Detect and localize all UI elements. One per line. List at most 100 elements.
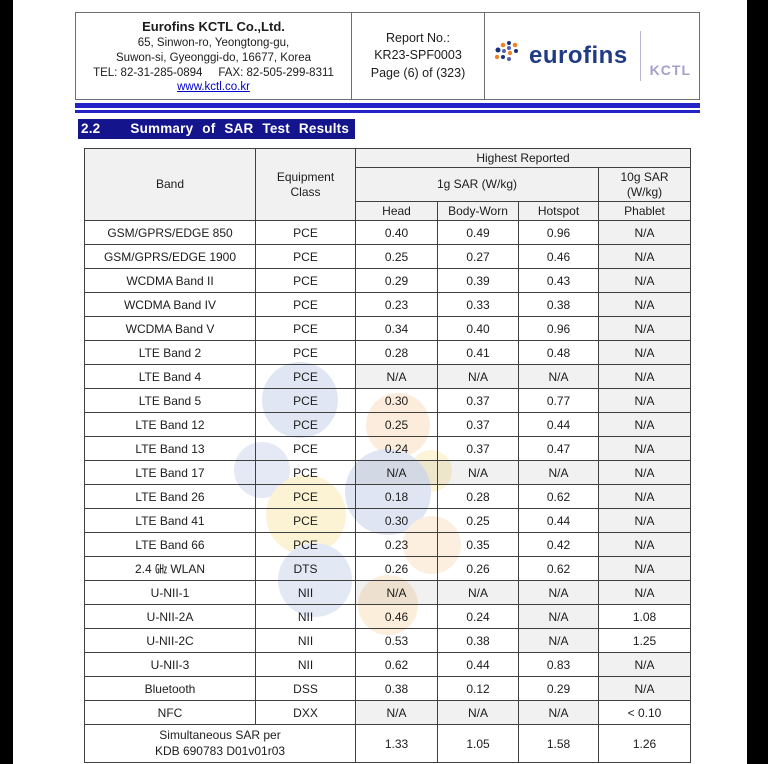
equipment-class-cell: PCE [255,460,356,485]
equipment-class-cell: DSS [255,676,356,701]
phablet-cell: N/A [597,364,692,389]
equipment-class-cell: PCE [255,436,356,461]
hotspot-cell: 0.62 [518,556,599,581]
simultaneous-sar-row: Simultaneous SAR per KDB 690783 D01v01r03… [84,724,692,763]
phablet-cell: 1.08 [597,604,692,629]
phablet-cell: N/A [597,388,692,413]
company-address-line1: 65, Sinwon-ro, Yeongtong-gu, [137,36,290,49]
band-cell: 2.4 ㎓ WLAN [84,556,256,581]
equipment-class-cell: NII [255,652,356,677]
hotspot-cell: 0.62 [518,484,599,509]
head-cell: 0.40 [355,220,438,245]
body-worn-cell: N/A [437,460,519,485]
table-row: 2.4 ㎓ WLAN DTS 0.26 0.26 0.62 N/A [84,556,692,581]
report-number-cell: Report No.: KR23-SPF0003 Page (6) of (32… [351,13,484,99]
col-header-10g-sar: 10g SAR (W/kg) [597,167,692,202]
hotspot-cell: 0.42 [518,532,599,557]
band-cell: LTE Band 26 [84,484,256,509]
equipment-class-cell: NII [255,604,356,629]
band-cell: LTE Band 17 [84,460,256,485]
phablet-cell: N/A [597,412,692,437]
equipment-class-cell: PCE [255,388,356,413]
phablet-cell: N/A [597,244,692,269]
equipment-class-cell: PCE [255,340,356,365]
hotspot-cell: 0.44 [518,508,599,533]
band-cell: WCDMA Band IV [84,292,256,317]
body-worn-cell: N/A [437,580,519,605]
head-cell: 0.46 [355,604,438,629]
head-cell: N/A [355,580,438,605]
table-row: WCDMA Band V PCE 0.34 0.40 0.96 N/A [84,316,692,341]
head-cell: 0.38 [355,676,438,701]
col-header-equipment-class: Equipment Class [255,148,356,221]
col-header-phablet: Phablet [597,201,692,221]
body-worn-cell: 0.44 [437,652,519,677]
table-row: GSM/GPRS/EDGE 1900 PCE 0.25 0.27 0.46 N/A [84,244,692,269]
phablet-cell: N/A [597,556,692,581]
header-rule [75,103,700,113]
head-cell: 0.18 [355,484,438,509]
head-cell: 0.53 [355,628,438,653]
phablet-cell: 1.25 [597,628,692,653]
hotspot-cell: 0.96 [518,316,599,341]
col-header-highest-reported: Highest Reported [354,148,692,168]
band-cell: LTE Band 12 [84,412,256,437]
brand-wordmark: eurofins [528,42,628,69]
equipment-class-cell: DXX [255,700,356,725]
band-cell: GSM/GPRS/EDGE 850 [84,220,256,245]
body-worn-cell: 0.37 [437,436,519,461]
scan-edge-left [0,0,13,764]
phablet-cell: N/A [597,532,692,557]
band-cell: U-NII-1 [84,580,256,605]
hotspot-cell: N/A [518,628,599,653]
band-cell: LTE Band 5 [84,388,256,413]
body-worn-cell: N/A [437,364,519,389]
equipment-class-cell: PCE [255,220,356,245]
phablet-cell: N/A [597,316,692,341]
table-row: LTE Band 5 PCE 0.30 0.37 0.77 N/A [84,388,692,413]
body-worn-cell: 0.26 [437,556,519,581]
table-row: U-NII-2A NII 0.46 0.24 N/A 1.08 [84,604,692,629]
table-row: WCDMA Band II PCE 0.29 0.39 0.43 N/A [84,268,692,293]
equipment-class-cell: PCE [255,316,356,341]
company-tel: TEL: 82-31-285-0894 [93,66,203,79]
head-cell: 0.28 [355,340,438,365]
hotspot-cell: 0.48 [518,340,599,365]
hotspot-cell: N/A [518,460,599,485]
equipment-class-cell: DTS [255,556,356,581]
equipment-class-cell: PCE [255,268,356,293]
hotspot-cell: 0.77 [518,388,599,413]
equipment-class-cell: PCE [255,292,356,317]
body-worn-cell: 0.41 [437,340,519,365]
table-row: LTE Band 13 PCE 0.24 0.37 0.47 N/A [84,436,692,461]
phablet-cell: N/A [597,580,692,605]
body-worn-cell: 0.38 [437,628,519,653]
phablet-cell: N/A [597,508,692,533]
head-cell: 0.26 [355,556,438,581]
band-cell: U-NII-2C [84,628,256,653]
band-cell: LTE Band 66 [84,532,256,557]
equipment-class-cell: PCE [255,364,356,389]
hotspot-cell: 1.58 [518,724,599,763]
phablet-cell: N/A [597,676,692,701]
table-row: LTE Band 66 PCE 0.23 0.35 0.42 N/A [84,532,692,557]
website-link[interactable]: www.kctl.co.kr [177,81,250,94]
equipment-class-cell: PCE [255,484,356,509]
hotspot-cell: N/A [518,700,599,725]
body-worn-cell: 0.28 [437,484,519,509]
body-worn-cell: N/A [437,700,519,725]
band-cell: LTE Band 41 [84,508,256,533]
col-header-head: Head [355,201,438,221]
hotspot-cell: 0.46 [518,244,599,269]
eurofins-dots-logo-icon [493,39,523,74]
table-row: LTE Band 4 PCE N/A N/A N/A N/A [84,364,692,389]
col-header-1g-sar: 1g SAR (W/kg) [355,167,599,202]
body-worn-cell: 0.39 [437,268,519,293]
report-no-label: Report No.: [386,30,450,45]
table-row: Bluetooth DSS 0.38 0.12 0.29 N/A [84,676,692,701]
table-row: GSM/GPRS/EDGE 850 PCE 0.40 0.49 0.96 N/A [84,220,692,245]
section-title-text: Summary of SAR Test Results [130,121,350,136]
body-worn-cell: 0.37 [437,412,519,437]
phablet-cell: N/A [597,652,692,677]
band-cell: WCDMA Band II [84,268,256,293]
